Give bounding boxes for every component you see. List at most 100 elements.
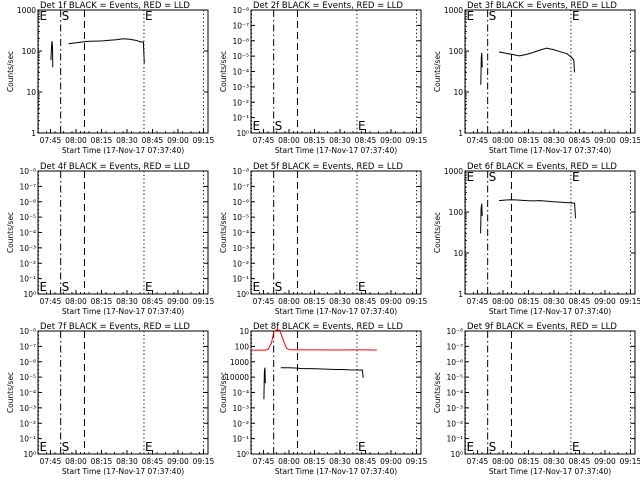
x-tick-label: 08:30 bbox=[329, 136, 351, 145]
y-axis-label: Counts/sec bbox=[219, 51, 228, 92]
y-tick-label: 10⁻⁴ bbox=[232, 68, 249, 77]
y-tick-label: 10⁻² bbox=[232, 419, 249, 428]
chart-panel-3: Det 3f BLACK = Events, RED = LLD 1 10 100 10… bbox=[433, 1, 640, 155]
x-axis-label: Start Time (17-Nov-17 07:37:40) bbox=[489, 467, 611, 476]
x-tick-label: 08:15 bbox=[304, 457, 326, 466]
y-tick-label: 10⁻¹ bbox=[19, 435, 36, 444]
y-tick-label: 100 bbox=[449, 47, 464, 56]
y-tick-label: 10⁻⁵ bbox=[19, 373, 36, 382]
marker-label: E bbox=[253, 119, 261, 133]
y-tick-label: 10 bbox=[26, 88, 36, 97]
x-tick-label: 07:45 bbox=[253, 136, 275, 145]
series-events-line bbox=[263, 367, 266, 400]
chart-panel-8: Det 8f BLACK = Events, RED = LLD 10⁰ 10⁻¹ 1… bbox=[219, 322, 427, 476]
marker-label: E bbox=[467, 170, 475, 184]
x-tick-label: 08:30 bbox=[329, 457, 351, 466]
chart-panel-9: Det 9f BLACK = Events, RED = LLD 10⁰ 10⁻¹ 1… bbox=[433, 322, 640, 476]
y-tick-label: 10⁻⁵ bbox=[232, 52, 249, 61]
y-tick-label: 10 bbox=[453, 249, 463, 258]
y-tick-label: 1000 bbox=[444, 6, 463, 15]
x-axis-label: Start Time (17-Nov-17 07:37:40) bbox=[275, 467, 397, 476]
x-tick-label: 08:15 bbox=[91, 457, 113, 466]
x-tick-label: 07:45 bbox=[40, 457, 62, 466]
y-tick-label: 10⁻³ bbox=[232, 83, 249, 92]
y-tick-label: 10⁻¹ bbox=[232, 114, 249, 123]
chart-title: Det 8f BLACK = Events, RED = LLD bbox=[253, 322, 403, 332]
x-tick-label: 08:15 bbox=[91, 297, 113, 306]
plot-frame bbox=[250, 330, 422, 455]
x-tick-label: 09:00 bbox=[167, 136, 189, 145]
x-tick-label: 08:00 bbox=[278, 136, 300, 145]
y-tick-label: 10 bbox=[453, 88, 463, 97]
plot-frame bbox=[250, 9, 422, 134]
y-tick-label: 10⁻⁸ bbox=[19, 327, 36, 336]
chart-panel-1: Det 1f BLACK = Events, RED = LLD 1 10 100 10… bbox=[6, 1, 214, 155]
x-axis-label: Start Time (17-Nov-17 07:37:40) bbox=[489, 146, 611, 155]
x-tick-label: 07:45 bbox=[467, 297, 489, 306]
y-axis-label: Counts/sec bbox=[6, 212, 15, 253]
x-tick-label: 08:15 bbox=[518, 297, 540, 306]
x-tick-label: 08:45 bbox=[142, 297, 164, 306]
y-tick-label: 100 bbox=[235, 342, 250, 351]
y-tick-label: 10⁰ bbox=[450, 450, 463, 459]
x-tick-label: 08:45 bbox=[355, 136, 377, 145]
chart-title: Det 2f BLACK = Events, RED = LLD bbox=[253, 1, 403, 11]
x-tick-label: 09:15 bbox=[406, 457, 428, 466]
y-tick-label: 10⁻⁶ bbox=[232, 198, 249, 207]
y-tick-label: 10⁻³ bbox=[19, 244, 36, 253]
marker-label: S bbox=[62, 440, 70, 454]
x-axis-label: Start Time (17-Nov-17 07:37:40) bbox=[62, 307, 184, 316]
x-axis-label: Start Time (17-Nov-17 07:37:40) bbox=[275, 307, 397, 316]
x-tick-label: 09:15 bbox=[406, 297, 428, 306]
series-events-line bbox=[480, 203, 483, 234]
x-tick-label: 09:00 bbox=[594, 297, 616, 306]
x-tick-label: 08:00 bbox=[492, 136, 514, 145]
x-tick-label: 08:30 bbox=[116, 457, 138, 466]
x-tick-label: 08:15 bbox=[518, 136, 540, 145]
series-events-line bbox=[498, 47, 575, 73]
x-tick-label: 07:45 bbox=[253, 457, 275, 466]
plot-frame bbox=[464, 170, 636, 295]
x-tick-label: 08:00 bbox=[278, 457, 300, 466]
y-tick-label: 10⁻⁷ bbox=[232, 21, 249, 30]
marker-label: S bbox=[275, 119, 283, 133]
y-tick-label: 10⁻² bbox=[19, 419, 36, 428]
y-tick-label: 10⁻¹ bbox=[232, 435, 249, 444]
marker-label: S bbox=[62, 9, 70, 23]
x-tick-label: 09:15 bbox=[620, 457, 640, 466]
x-tick-label: 08:30 bbox=[543, 136, 565, 145]
y-tick-label: 10⁻² bbox=[232, 98, 249, 107]
series-events-line bbox=[68, 38, 145, 64]
y-tick-label: 1 bbox=[458, 290, 463, 299]
chart-title: Det 3f BLACK = Events, RED = LLD bbox=[467, 1, 617, 11]
x-tick-label: 07:45 bbox=[467, 136, 489, 145]
marker-label: S bbox=[489, 440, 497, 454]
y-tick-label: 10⁻³ bbox=[232, 404, 249, 413]
x-tick-label: 08:15 bbox=[518, 457, 540, 466]
y-axis-label: Counts/sec bbox=[433, 51, 442, 92]
x-tick-label: 08:45 bbox=[355, 297, 377, 306]
y-tick-label: 10⁻² bbox=[446, 419, 463, 428]
y-tick-label: 10⁻¹ bbox=[19, 275, 36, 284]
y-tick-label: 10⁻² bbox=[19, 259, 36, 268]
x-tick-label: 07:45 bbox=[467, 457, 489, 466]
chart-panel-4: Det 4f BLACK = Events, RED = LLD 10⁰ 10⁻¹ 1… bbox=[6, 162, 214, 316]
plot-frame bbox=[37, 330, 209, 455]
y-axis-label: Counts/sec bbox=[219, 212, 228, 253]
series-events-line bbox=[498, 199, 576, 219]
marker-label: E bbox=[467, 440, 475, 454]
x-tick-label: 08:00 bbox=[492, 457, 514, 466]
marker-label: E bbox=[145, 9, 153, 23]
y-tick-label: 10⁻¹ bbox=[232, 275, 249, 284]
x-tick-label: 09:00 bbox=[594, 136, 616, 145]
x-tick-label: 08:45 bbox=[142, 457, 164, 466]
chart-title: Det 1f BLACK = Events, RED = LLD bbox=[40, 1, 190, 11]
y-tick-label: 10⁻⁷ bbox=[232, 182, 249, 191]
x-tick-label: 08:00 bbox=[65, 457, 87, 466]
x-axis-label: Start Time (17-Nov-17 07:37:40) bbox=[62, 146, 184, 155]
y-tick-label: 10⁻⁵ bbox=[232, 213, 249, 222]
y-tick-label: 10⁻³ bbox=[446, 404, 463, 413]
series-events-line bbox=[480, 52, 483, 85]
x-tick-label: 09:15 bbox=[620, 297, 640, 306]
